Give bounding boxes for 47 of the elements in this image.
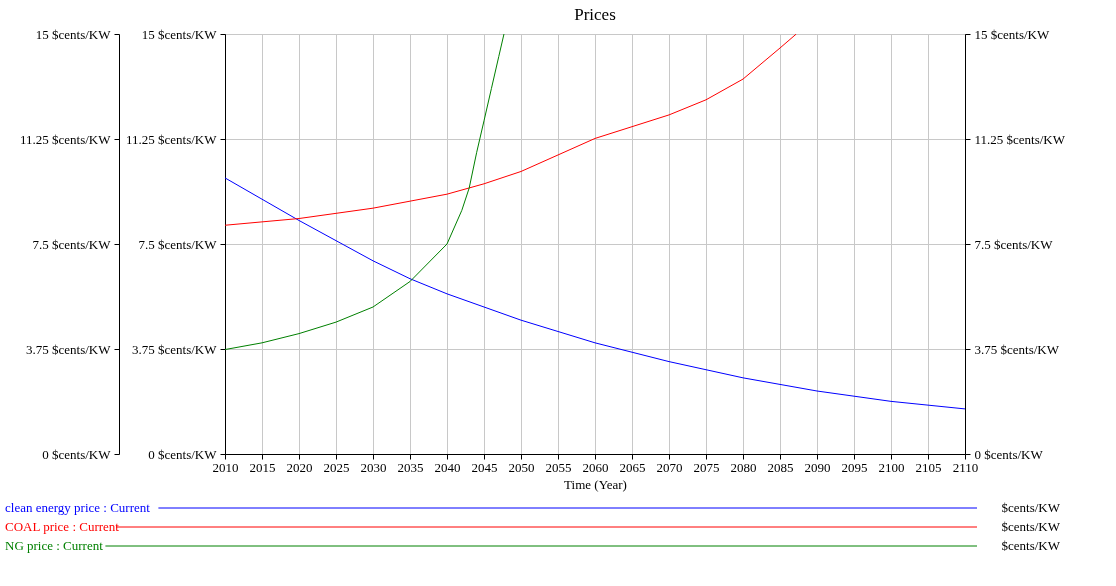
text: NG price : Current	[5, 538, 104, 553]
y2-tick-label: 11.25 $cents/KW	[974, 131, 1066, 147]
y3-tick-label: 7.5 $cents/KW	[32, 236, 112, 252]
text: $cents/KW	[1001, 519, 1061, 534]
x-tick-label: 2110	[952, 459, 979, 475]
y2-tick-label: 7.5 $cents/KW	[974, 236, 1054, 252]
x-tick-label: 2020	[286, 459, 313, 475]
y3-tick-label: 0 $cents/KW	[42, 446, 112, 462]
text: $cents/KW	[1001, 500, 1061, 515]
line-series	[225, 177, 965, 410]
y2-tick-label: 15 $cents/KW	[974, 26, 1050, 42]
x-tick-label: 2030	[360, 459, 387, 475]
x-tick-label: 2090	[804, 459, 831, 475]
text: COAL price : Current	[5, 519, 120, 534]
text: $cents/KW	[1001, 538, 1061, 553]
chart-title: Prices	[574, 5, 616, 24]
x-tick-label: 2070	[656, 459, 683, 475]
x-tick-label: 2085	[767, 459, 794, 475]
x-tick-label: 2095	[841, 459, 868, 475]
x-tick-label: 2055	[545, 459, 572, 475]
x-tick-label: 2050	[508, 459, 535, 475]
y3-tick-label: 11.25 $cents/KW	[20, 131, 112, 147]
text: clean energy price : Current	[5, 500, 151, 515]
y-tick-label: 0 $cents/KW	[148, 446, 218, 462]
x-tick-label: 2065	[619, 459, 646, 475]
y3-tick-label: 3.75 $cents/KW	[26, 341, 112, 357]
y-tick-label: 7.5 $cents/KW	[138, 236, 218, 252]
x-tick-label: 2060	[582, 459, 609, 475]
y3-tick-label: 15 $cents/KW	[35, 26, 112, 42]
x-axis-title: Time (Year)	[564, 476, 627, 492]
x-tick-label: 2015	[249, 459, 276, 475]
x-tick-label: 2010	[212, 459, 239, 475]
y2-tick-label: 0 $cents/KW	[974, 446, 1044, 462]
x-tick-label: 2025	[323, 459, 350, 475]
x-tick-label: 2105	[915, 459, 942, 475]
y2-tick-label: 3.75 $cents/KW	[974, 341, 1060, 357]
y-tick-label: 3.75 $cents/KW	[132, 341, 218, 357]
x-tick-label: 2040	[434, 459, 461, 475]
y-tick-label: 15 $cents/KW	[141, 26, 218, 42]
line-series	[225, 34, 797, 226]
x-tick-label: 2075	[693, 459, 720, 475]
x-tick-label: 2045	[471, 459, 498, 475]
line-series	[225, 34, 505, 351]
x-tick-label: 2100	[878, 459, 905, 475]
x-tick-label: 2035	[397, 459, 424, 475]
y-tick-label: 11.25 $cents/KW	[126, 131, 218, 147]
x-tick-label: 2080	[730, 459, 757, 475]
